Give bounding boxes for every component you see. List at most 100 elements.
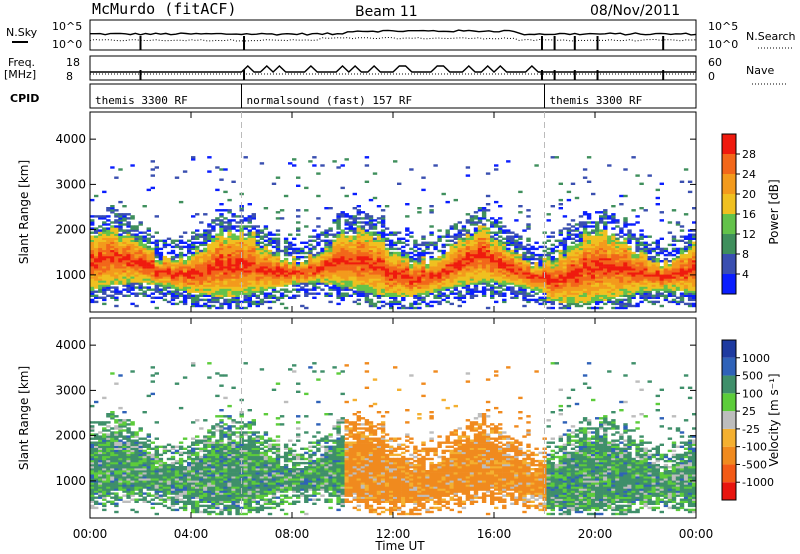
power-cell [679,249,685,253]
power-cell [643,268,648,271]
power-cell [473,249,479,253]
power-cell [401,266,406,269]
power-cell [623,270,628,273]
power-cell [332,274,337,277]
power-cell [566,262,572,265]
power-cell [643,282,648,285]
power-cell [324,282,329,285]
power-cell [348,221,353,224]
power-cell [368,249,374,253]
power-cell [449,274,454,277]
power-cell [599,241,604,244]
power-cell [267,292,273,295]
power-cell [481,268,487,271]
power-cell [247,298,252,302]
power-cell [393,288,398,291]
power-cell [296,284,301,287]
power-cell [651,264,656,267]
power-cell [599,245,604,249]
power-cell [364,217,370,220]
power-cell [582,262,588,265]
power-cell [368,304,374,308]
power-cell [647,249,652,253]
power-cell [631,276,636,279]
power-cell [671,253,677,257]
power-cell [308,276,313,279]
power-cell [320,255,325,259]
power-cell [683,266,689,269]
power-cell [122,247,127,251]
power-cell [437,229,442,232]
power-cell [461,247,467,251]
power-cell [461,274,467,277]
power-cell [574,302,580,306]
power-cell [469,237,475,240]
power-cell [651,241,656,244]
power-cell [473,276,479,279]
power-cell [340,255,345,259]
power-cell [481,249,487,253]
power-cell [558,229,563,232]
power-cell [550,270,555,273]
power-cell [554,249,559,253]
power-cell [485,194,491,198]
freq-right-tick-bottom: 0 [708,70,715,83]
power-cell [473,215,479,218]
power-cell [251,284,256,287]
power-cell [481,245,487,249]
power-cell [643,292,648,295]
power-cell [667,260,673,263]
power-cell [558,286,563,289]
power-cell [595,227,600,230]
power-cell [223,217,228,220]
power-cell [255,249,260,253]
power-cell [267,266,273,269]
power-cell [522,288,527,291]
power-cell [247,272,252,275]
power-cell [473,231,479,234]
power-cell [599,251,604,255]
power-cell [344,247,349,251]
power-cell [417,211,422,214]
power-cell [283,280,289,283]
power-cell [336,280,341,283]
power-cell [615,266,620,269]
power-cell [134,268,139,271]
power-cell [655,188,660,192]
power-cell [364,241,370,244]
power-cell [320,247,325,251]
power-cell [683,264,689,267]
power-cell [94,239,99,242]
power-cell [292,257,297,261]
power-cell [635,278,640,281]
power-cell [251,286,256,289]
power-cell [235,276,240,279]
power-cell [558,243,563,247]
power-cell [376,276,382,279]
power-cell [582,270,588,273]
power-cell [687,243,693,247]
power-cell [437,286,442,289]
power-cell [413,284,418,287]
power-cell [292,255,297,259]
power-cell [591,225,596,228]
power-cell [635,288,640,291]
power-cell [490,268,495,271]
power-cell [490,255,495,259]
power-cell [247,292,252,295]
power-cell [570,268,576,271]
power-cell [631,304,636,308]
power-cell [352,223,357,226]
power-cell [639,257,644,261]
power-cell [304,270,309,273]
power-cell [514,255,519,259]
power-cell [546,251,551,255]
power-cell [635,292,640,295]
power-cell [320,266,325,269]
power-cell [243,219,248,222]
power-cell [219,274,224,277]
nave-label: Nave [746,64,774,77]
power-cell [118,276,123,279]
power-cell [409,235,414,238]
power-cell [324,245,329,249]
